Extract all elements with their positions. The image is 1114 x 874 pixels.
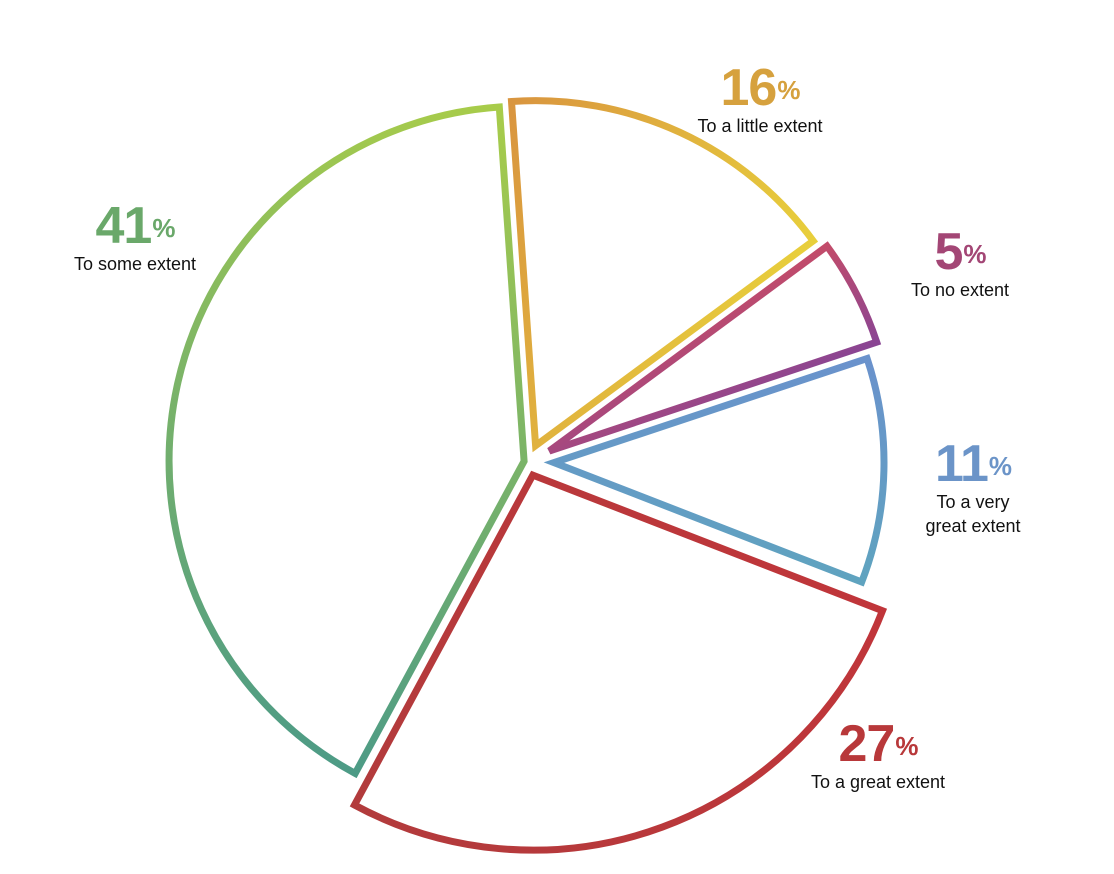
slice-percent: 16%: [720, 59, 801, 117]
slice-category: To no extent: [910, 280, 1010, 300]
slice-percent: 11%: [934, 435, 1012, 493]
slice-percent: 41%: [95, 197, 176, 255]
slice-percent: 5%: [934, 223, 986, 281]
slice-label-no-extent: 5% To no extent: [880, 226, 1040, 302]
slice-percent: 27%: [838, 715, 919, 773]
slice-label-little-extent: 16% To a little extent: [660, 62, 860, 138]
pie-slice-to-some-extent: [165, 103, 528, 779]
slice-category-line-2: great extent: [925, 516, 1021, 536]
slice-category: To a little extent: [697, 116, 823, 136]
pie-slice-to-a-great-extent: [349, 470, 888, 854]
pie-slice-to-no-extent: [547, 241, 882, 455]
slice-label-very-great-extent: 11% To a very great extent: [893, 438, 1053, 538]
pie-slice-to-a-very-great-extent: [543, 354, 888, 587]
slice-category: To a great extent: [810, 772, 946, 792]
slice-category-line-1: To a very: [936, 492, 1010, 512]
slice-label-great-extent: 27% To a great extent: [778, 718, 978, 794]
pie-slice-to-a-little-extent: [507, 97, 819, 453]
slice-label-some-extent: 41% To some extent: [40, 200, 230, 276]
slice-category: To some extent: [73, 254, 197, 274]
